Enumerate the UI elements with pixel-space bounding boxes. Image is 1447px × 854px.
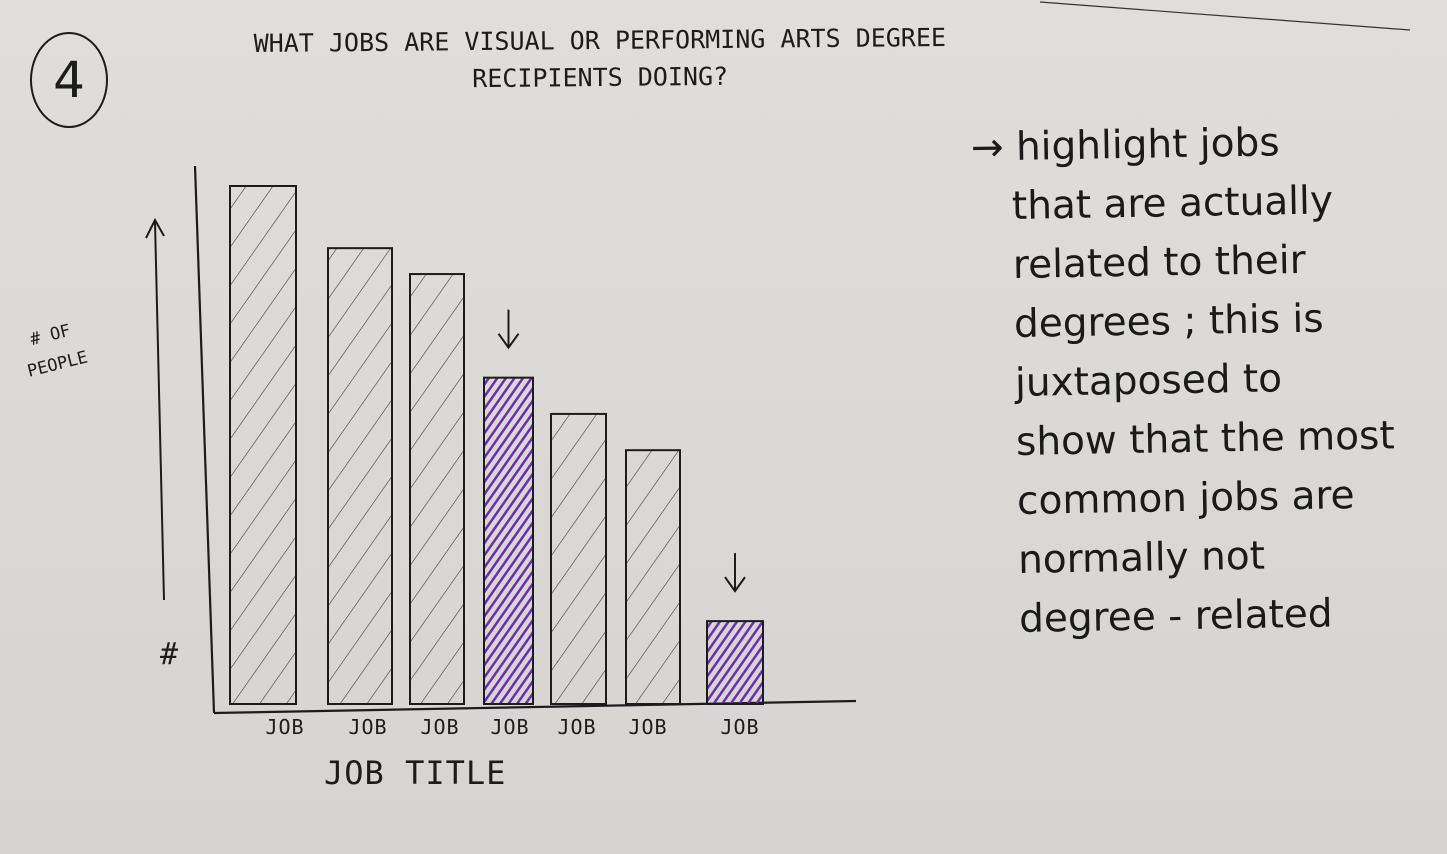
- x-tick-label: JOB: [265, 715, 304, 739]
- bar: [327, 247, 393, 705]
- bar-highlighted: [483, 376, 534, 705]
- x-tick-label: JOB: [490, 715, 529, 739]
- annotation-line: common jobs are: [1016, 473, 1355, 524]
- annotation-line: degree - related: [1018, 591, 1333, 642]
- annotation-line: normally not: [1017, 533, 1266, 583]
- step-number: 4: [53, 51, 85, 109]
- annotation-line: juxtaposed to: [1014, 356, 1283, 406]
- annotation-line: show that the most: [1015, 413, 1396, 465]
- x-tick-label: JOB: [348, 715, 387, 739]
- y-axis-line: [193, 165, 216, 714]
- x-tick-labels: JOB JOB JOB JOB JOB JOB JOB: [265, 715, 759, 739]
- step-number-badge: 4: [30, 32, 108, 128]
- x-tick-label: JOB: [420, 715, 459, 739]
- annotation-line: related to their: [1012, 237, 1307, 288]
- chart-title: WHAT JOBS ARE VISUAL OR PERFORMING ARTS …: [253, 22, 947, 94]
- annotation-line: → highlight jobs: [970, 111, 1391, 177]
- bar: [229, 185, 297, 705]
- down-arrow-head-icon: [724, 576, 746, 593]
- x-axis-label: JOB TITLE: [324, 754, 506, 792]
- paper-edge-line: [1039, 1, 1411, 31]
- y-arrow-head: [145, 217, 165, 239]
- bar: [550, 412, 607, 705]
- bar: [409, 273, 465, 705]
- bars-group: [229, 185, 764, 705]
- x-tick-label: JOB: [628, 715, 667, 739]
- annotation-note: → highlight jobs that are actually relat…: [970, 111, 1399, 649]
- highlight-arrows-group: [497, 309, 746, 593]
- annotation-line: that are actually: [1011, 178, 1334, 229]
- x-tick-label: JOB: [720, 715, 759, 739]
- right-arrow-icon: →: [970, 125, 1004, 171]
- annotation-line-text: highlight jobs: [1015, 120, 1280, 170]
- y-tick-label: #: [160, 637, 179, 672]
- y-arrow-shaft: [154, 221, 165, 601]
- x-tick-label: JOB: [557, 715, 596, 739]
- bar: [625, 449, 681, 705]
- bar-highlighted: [706, 620, 764, 705]
- down-arrow-head-icon: [497, 333, 520, 350]
- annotation-line: degrees ; this is: [1013, 296, 1324, 347]
